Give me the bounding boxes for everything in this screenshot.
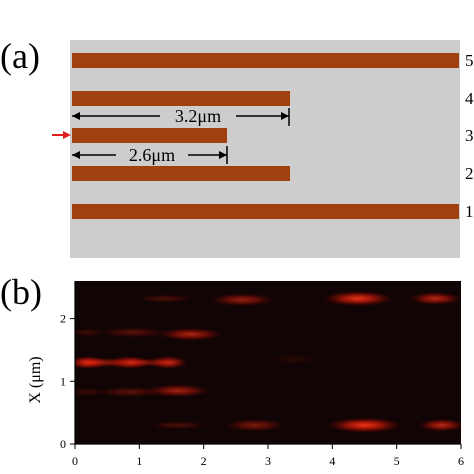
dimension-2-6um: 2.6μm — [72, 145, 228, 165]
waveguide-3 — [72, 128, 227, 143]
x-tick-label: 5 — [394, 454, 400, 468]
dimension-label-3-2: 3.2μm — [175, 106, 221, 126]
x-tick-label: 1 — [136, 454, 142, 468]
x-tick-label: 3 — [265, 454, 271, 468]
intensity-spot — [408, 291, 461, 306]
panel-a-label: (a) — [0, 36, 40, 76]
y-tick-label: 1 — [60, 374, 66, 388]
x-tick-label: 6 — [458, 454, 464, 468]
y-tick-label: 0 — [60, 437, 66, 451]
waveguide-4 — [72, 91, 290, 106]
x-tick-label: 2 — [201, 454, 207, 468]
intensity-spot — [146, 420, 210, 430]
waveguide-number-4: 4 — [465, 89, 474, 108]
y-axis-label: X (μm) — [27, 356, 44, 403]
waveguide-number-5: 5 — [465, 51, 474, 70]
waveguide-2 — [72, 166, 290, 181]
panel-b-label: (b) — [0, 272, 42, 312]
waveguide-1 — [72, 204, 459, 219]
x-tick-label: 0 — [72, 454, 78, 468]
input-arrow — [52, 131, 71, 139]
waveguide-number-1: 1 — [465, 202, 474, 221]
waveguide-number-2: 2 — [465, 164, 474, 183]
heatmap-field — [75, 290, 461, 434]
intensity-spot — [223, 418, 287, 432]
x-ticks: 0 1 2 3 4 5 6 — [72, 444, 464, 468]
x-tick-label: 4 — [329, 454, 335, 468]
y-tick-label: 2 — [60, 312, 66, 326]
intensity-spot — [416, 418, 461, 432]
intensity-spot — [322, 290, 395, 307]
dimension-3-2um: 3.2μm — [72, 106, 290, 126]
intensity-spot — [326, 417, 403, 434]
dimension-label-2-6: 2.6μm — [129, 145, 175, 165]
intensity-spot — [157, 327, 225, 342]
waveguide-5 — [72, 53, 459, 68]
intensity-spot — [109, 357, 182, 368]
intensity-spot — [133, 294, 197, 304]
intensity-spot — [75, 327, 106, 337]
waveguide-number-3: 3 — [465, 126, 474, 145]
intensity-spot — [266, 353, 321, 366]
intensity-spot — [96, 326, 169, 339]
y-ticks: 0 1 2 — [60, 312, 75, 451]
intensity-spot — [93, 386, 166, 398]
intensity-spot — [75, 387, 106, 397]
intensity-spot — [208, 293, 277, 307]
